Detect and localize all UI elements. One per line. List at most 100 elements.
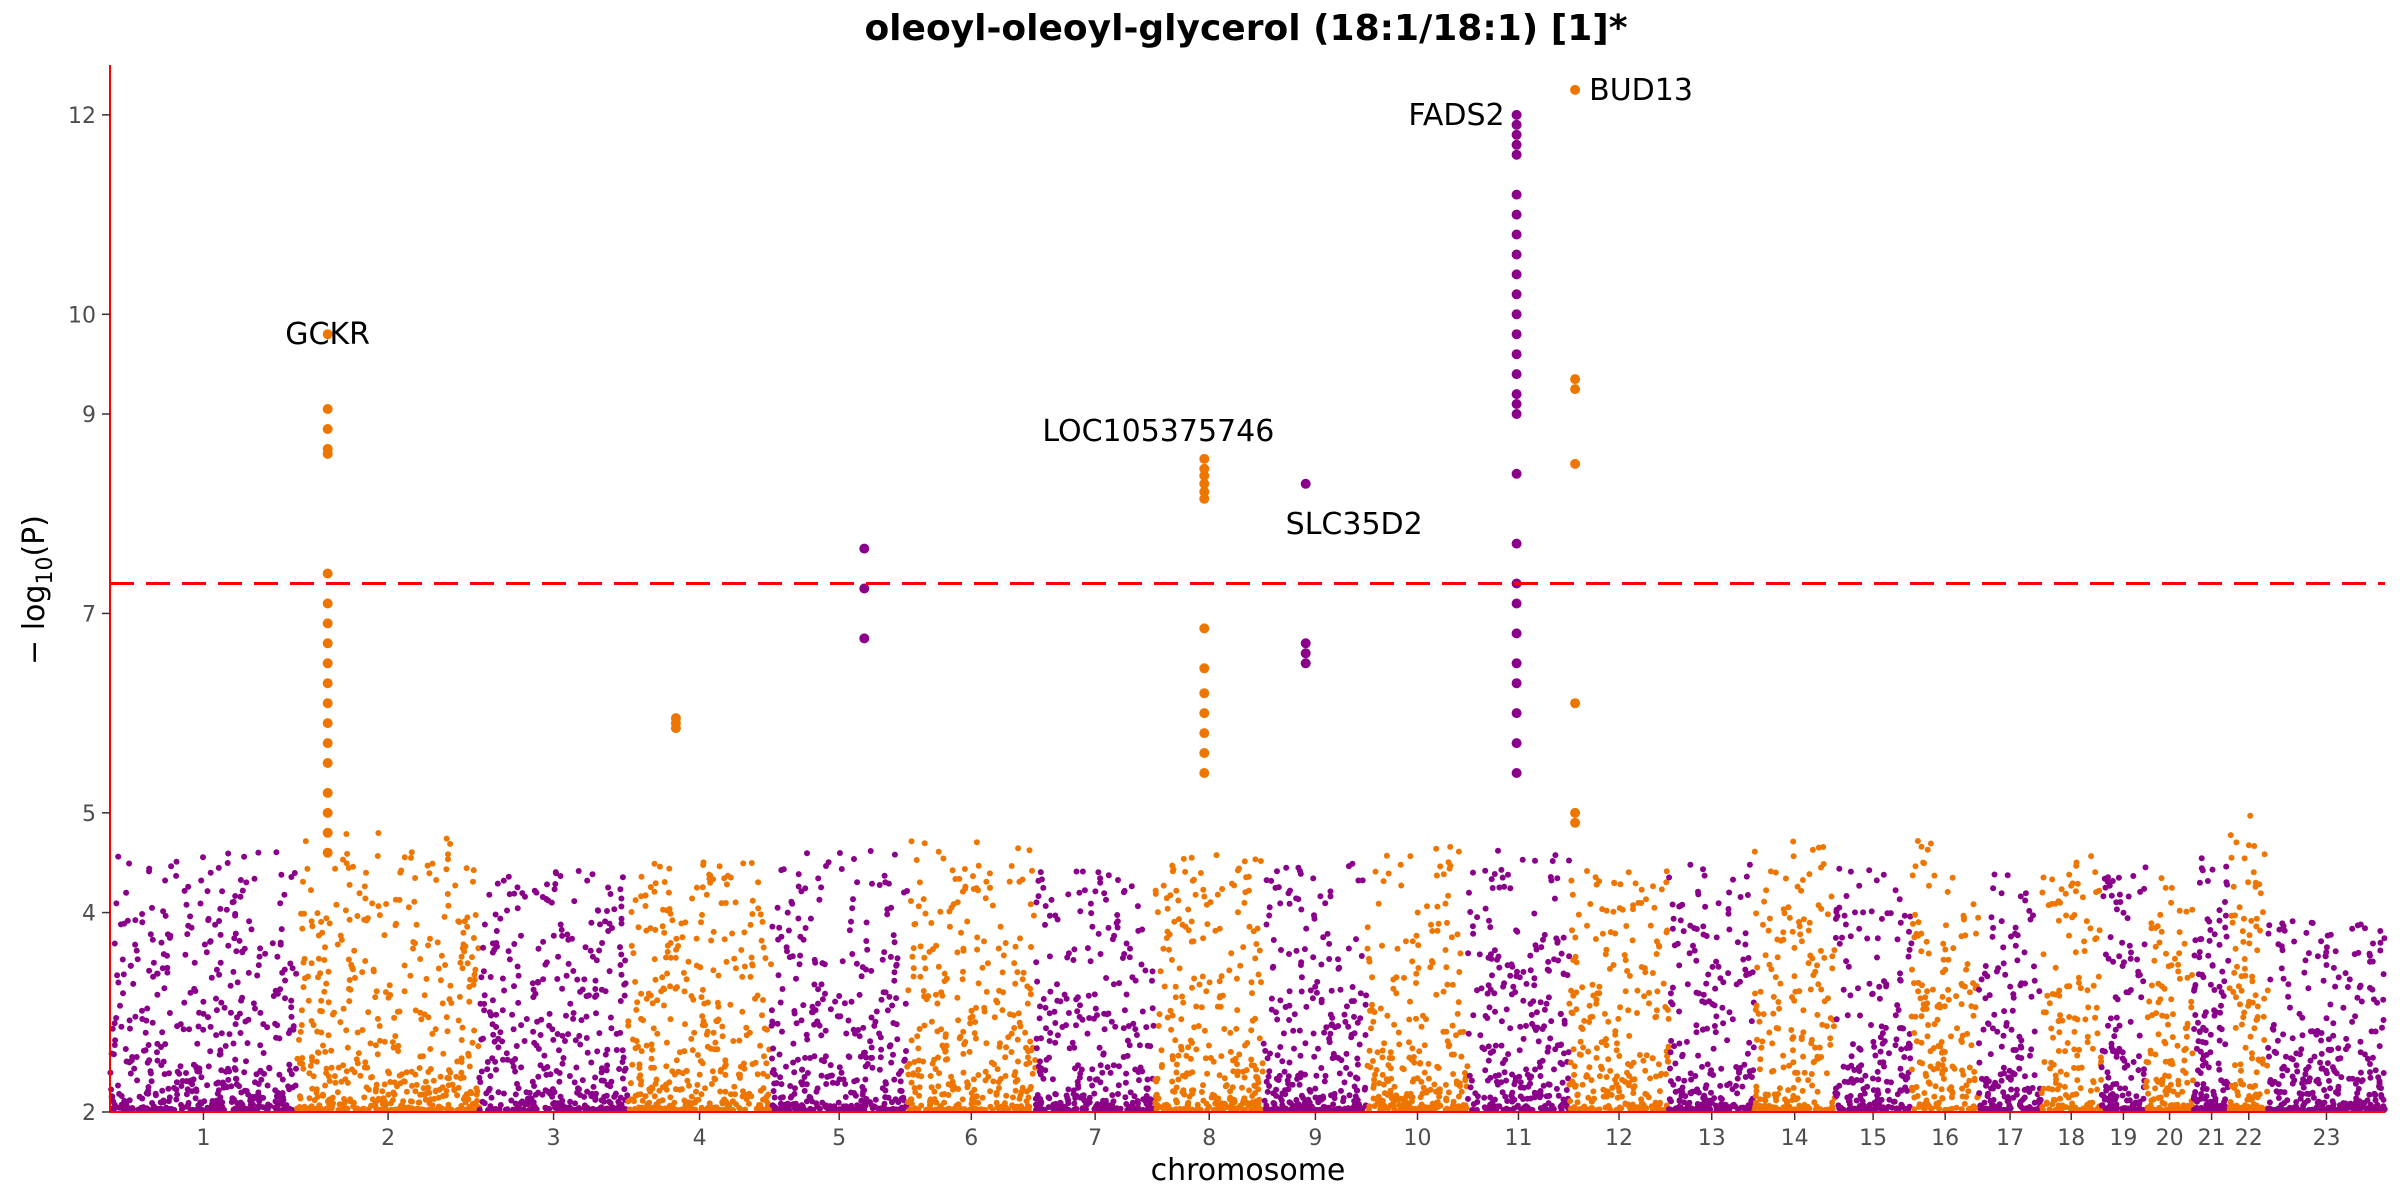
snp-point [1043,1025,1049,1032]
snp-point [469,954,475,961]
snp-point [1414,909,1421,916]
snp-point [519,890,526,897]
snp-point [1868,908,1875,915]
snp-point [1362,1032,1369,1038]
snp-point [721,936,728,943]
snp-point [1760,1011,1767,1018]
snp-point [111,1020,118,1027]
snp-point [398,867,405,874]
snp-point [807,915,814,922]
snp-point [1758,1044,1765,1051]
snp-point [1012,1087,1019,1094]
snp-point [534,1018,541,1025]
snp-point [1897,970,1903,977]
snp-point [822,1027,829,1034]
snp-point [518,932,524,939]
snp-point [642,903,649,909]
snp-point [1241,899,1248,906]
snp-point [1545,1100,1552,1107]
snp-point [1964,961,1971,967]
snp-point [1079,1092,1086,1099]
snp-point [1414,1075,1421,1082]
snp-point [1418,1023,1425,1030]
snp-point [236,1010,243,1017]
snp-point [1123,1070,1130,1077]
snp-point [460,929,467,936]
snp-point [206,1105,213,1112]
snp-point [1258,979,1264,986]
snp-point [1756,1066,1763,1073]
snp-point [385,1091,392,1098]
snp-point [1027,901,1034,908]
snp-point [907,1096,914,1103]
snp-point [1134,903,1141,910]
snp-point [478,974,485,981]
snp-point [183,1103,190,1110]
snp-point [309,923,316,930]
snp-point [1265,1073,1272,1080]
snp-point [145,1042,152,1048]
snp-point [777,1074,784,1081]
snp-point [1690,942,1696,949]
snp-point [1274,1016,1281,1023]
snp-point [508,1097,515,1104]
snp-point [1393,990,1400,997]
snp-point [804,1036,811,1043]
snp-point [1260,1040,1267,1047]
snp-point [1033,899,1040,906]
snp-point [672,954,679,961]
snp-point [233,1081,240,1088]
snp-point [1200,886,1207,893]
snp-point [903,1048,909,1054]
snp-point [1586,1064,1593,1071]
snp-point [244,1040,251,1047]
snp-point [1839,934,1845,941]
snp-point [1011,1025,1018,1031]
snp-point [731,955,738,962]
snp-point [717,1066,724,1073]
snp-point [617,944,623,951]
snp-point [1279,1102,1286,1109]
snp-point [1907,1055,1914,1062]
snp-point [1139,926,1146,933]
snp-point [1063,995,1070,1002]
snp-point [1246,1087,1253,1094]
snp-point [1919,1060,1926,1067]
snp-point [829,1072,835,1079]
snp-point [1033,1035,1040,1042]
snp-point [1970,1012,1977,1019]
snp-point [1970,901,1977,908]
snp-point [939,1042,946,1049]
snp-point [1034,1106,1041,1113]
snp-point [1495,1072,1502,1079]
snp-point [1953,993,1960,1000]
snp-point [1575,911,1582,918]
snp-point [264,1024,271,1031]
snp-point [1922,1070,1929,1077]
snp-point [770,1067,777,1073]
snp-point [1676,1097,1683,1104]
snp-point [1132,977,1139,984]
snp-point [1743,972,1750,979]
snp-point [341,1101,347,1108]
snp-point [912,1089,919,1096]
snp-point [1216,1072,1223,1079]
snp-point [357,1072,364,1079]
snp-point [332,1079,339,1086]
snp-point [1183,1052,1190,1059]
snp-point [1759,1038,1766,1045]
snp-point [1362,1001,1369,1008]
snp-point [1116,980,1123,987]
snp-point [822,990,828,997]
snp-point [988,1059,995,1066]
snp-point [465,1050,472,1057]
snp-point [1520,997,1527,1004]
snp-point [703,891,710,898]
snp-point [1711,1095,1718,1102]
snp-point [1531,975,1538,982]
snp-point [933,942,940,949]
snp-point [1730,876,1736,883]
snp-point [1224,1104,1231,1111]
snp-point [1745,955,1752,961]
snp-point [1136,1077,1142,1084]
